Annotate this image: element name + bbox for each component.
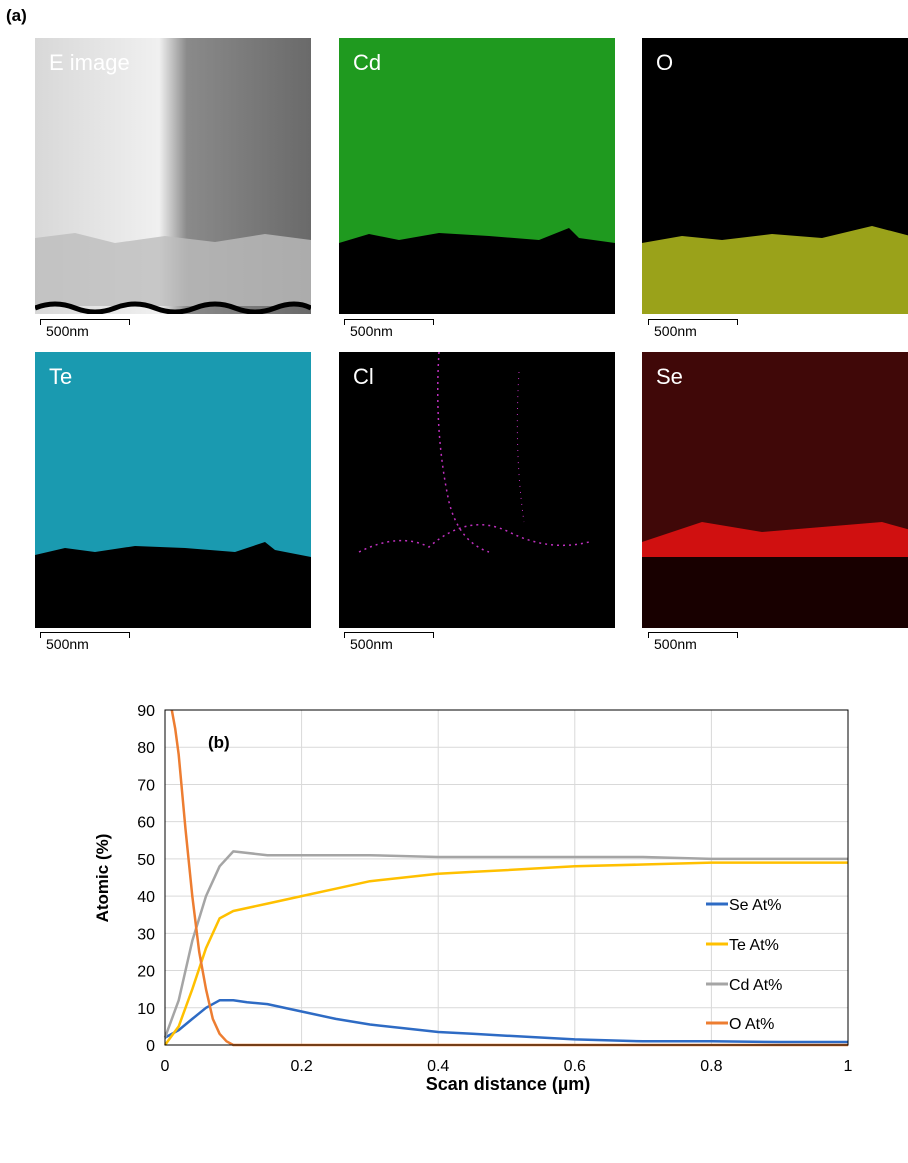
scale-text: 500nm bbox=[350, 636, 393, 652]
scalebar-o: 500nm bbox=[648, 319, 738, 341]
x-tick-label: 1 bbox=[844, 1058, 853, 1075]
x-tick-label: 0.6 bbox=[564, 1058, 586, 1075]
legend-label: Te At% bbox=[729, 937, 779, 954]
scale-text: 500nm bbox=[46, 323, 89, 339]
cd-texture bbox=[339, 38, 615, 314]
cl-texture bbox=[339, 352, 615, 628]
grid bbox=[164, 709, 849, 1046]
map-cd: Cd bbox=[339, 38, 615, 314]
map-te: Te bbox=[35, 352, 311, 628]
panel-b-label: (b) bbox=[208, 733, 230, 752]
scalebar-cd: 500nm bbox=[344, 319, 434, 341]
se-texture bbox=[642, 352, 908, 628]
scalebar-se: 500nm bbox=[648, 632, 738, 654]
x-axis-label: Scan distance (µm) bbox=[426, 1074, 590, 1094]
y-axis-label: Atomic (%) bbox=[93, 834, 112, 923]
map-label-te: Te bbox=[49, 364, 73, 389]
x-tick-label: 0.4 bbox=[427, 1058, 449, 1075]
y-tick-label: 10 bbox=[137, 1001, 155, 1018]
legend-item-cd: Cd At% bbox=[706, 977, 782, 994]
y-tick-label: 50 bbox=[137, 852, 155, 869]
map-label-e-image: E image bbox=[49, 50, 130, 75]
y-axis-ticks: 0 10 20 30 40 50 60 70 80 90 bbox=[137, 703, 155, 1055]
x-tick-label: 0.8 bbox=[700, 1058, 722, 1075]
series-line-se bbox=[164, 999, 848, 1044]
scalebar-te: 500nm bbox=[40, 632, 130, 654]
y-tick-label: 30 bbox=[137, 926, 155, 943]
legend-label: O At% bbox=[729, 1016, 774, 1033]
legend-item-se: Se At% bbox=[706, 897, 781, 914]
x-tick-label: 0 bbox=[161, 1058, 170, 1075]
x-axis-ticks: 0 0.2 0.4 0.6 0.8 1 bbox=[161, 1058, 853, 1075]
scalebar-e-image: 500nm bbox=[40, 319, 130, 341]
series-line-te bbox=[163, 861, 848, 1046]
map-e-image: E image bbox=[35, 38, 311, 314]
o-texture bbox=[642, 38, 908, 314]
line-chart: 0 10 20 30 40 50 60 70 80 90 0 0.2 0.4 0.6 0.8 1 (b) A… bbox=[93, 703, 853, 1094]
map-label-se: Se bbox=[656, 364, 683, 389]
scalebar-cl: 500nm bbox=[344, 632, 434, 654]
y-tick-label: 40 bbox=[137, 889, 155, 906]
legend: Se At% Te At% Cd At% O At% bbox=[706, 897, 782, 1033]
y-tick-label: 90 bbox=[137, 703, 155, 720]
series-line-o bbox=[170, 709, 848, 1047]
scale-text: 500nm bbox=[654, 323, 697, 339]
scale-text: 500nm bbox=[350, 323, 393, 339]
series-line-cd bbox=[163, 850, 848, 1039]
legend-item-te: Te At% bbox=[706, 937, 779, 954]
scale-text: 500nm bbox=[46, 636, 89, 652]
y-tick-label: 70 bbox=[137, 777, 155, 794]
panel-a-label: (a) bbox=[6, 6, 27, 25]
map-label-cl: Cl bbox=[353, 364, 374, 389]
te-texture bbox=[35, 352, 311, 628]
map-label-cd: Cd bbox=[353, 50, 382, 75]
legend-label: Se At% bbox=[729, 897, 781, 914]
map-cl: Cl bbox=[339, 352, 615, 628]
map-se: Se bbox=[642, 352, 908, 628]
map-label-o: O bbox=[656, 50, 674, 75]
e-image-texture bbox=[35, 38, 311, 314]
map-o: O bbox=[642, 38, 908, 314]
plot-frame bbox=[164, 709, 849, 1046]
y-tick-label: 80 bbox=[137, 740, 155, 757]
y-tick-label: 20 bbox=[137, 964, 155, 981]
scale-text: 500nm bbox=[654, 636, 697, 652]
x-tick-label: 0.2 bbox=[290, 1058, 312, 1075]
y-tick-label: 0 bbox=[146, 1038, 155, 1055]
series-lines bbox=[163, 709, 848, 1047]
legend-label: Cd At% bbox=[729, 977, 782, 994]
y-tick-label: 60 bbox=[137, 815, 155, 832]
legend-item-o: O At% bbox=[706, 1016, 774, 1033]
